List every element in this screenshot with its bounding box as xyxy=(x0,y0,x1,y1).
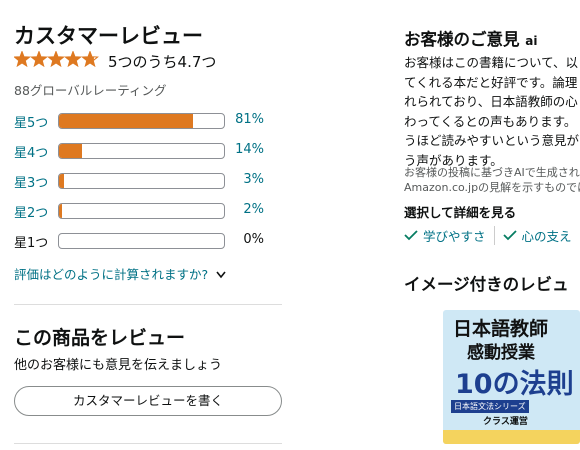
chip[interactable]: 心の支え xyxy=(502,226,580,245)
book-text: 10の法則 xyxy=(455,369,574,400)
percent-label: 14% xyxy=(235,142,264,157)
write-review-title: この商品をレビュー xyxy=(14,327,186,349)
summary-line: わってくるとの声もあります。 xyxy=(404,113,577,129)
opinions-title-text: お客様のご意見 xyxy=(404,30,520,49)
check-icon xyxy=(502,230,517,241)
star-rating xyxy=(14,51,99,68)
bar-track xyxy=(58,143,225,159)
summary-line: てくれる本だと好評です。論理 xyxy=(404,74,578,90)
book-text: 感動授業 xyxy=(467,343,535,363)
summary-line: お客様はこの書籍について、以 xyxy=(404,55,579,70)
chip-row: 学びやすさ 心の支え xyxy=(404,226,580,245)
rating-text: 5つのうち4.7つ xyxy=(108,53,217,71)
percent-label: 0% xyxy=(243,232,264,247)
percent-label: 3% xyxy=(243,172,264,187)
note-line: お客様の投稿に基づきAIで生成された xyxy=(404,166,580,179)
opinion-summary: お客様はこの書籍について、以 てくれる本だと好評です。論理 れられており、日本語教師… xyxy=(404,53,580,170)
star-fill xyxy=(14,51,94,66)
global-ratings: 88グローバルレーティング xyxy=(14,83,167,98)
chip[interactable]: 学びやすさ xyxy=(404,226,495,245)
bar-track xyxy=(58,233,225,249)
ai-badge: ai xyxy=(525,34,538,48)
link-text[interactable]: 評価はどのように計算されますか? xyxy=(14,267,209,282)
bar-fill xyxy=(59,174,64,188)
opinions-title: お客様のご意見 ai xyxy=(404,26,537,50)
ai-note: お客様の投稿に基づきAIで生成された Amazon.co.jpの見解を示すものでは xyxy=(404,165,580,195)
bar-fill xyxy=(59,204,63,218)
book-cover: 日本語教師 感動授業 10の法則 日本語文法シリーズ クラス運営 xyxy=(443,310,580,444)
divider xyxy=(14,443,282,444)
book-text: 日本語教師 xyxy=(453,318,549,340)
bar-track xyxy=(58,203,225,219)
check xyxy=(404,230,418,241)
book-text: 日本語文法シリーズ xyxy=(451,400,529,413)
book-band xyxy=(443,430,580,444)
divider xyxy=(14,304,282,305)
chip-text: 心の支え xyxy=(521,229,572,244)
summary-line: れられており、日本語教師の心 xyxy=(404,94,578,109)
select-label: 選択して詳細を見る xyxy=(404,205,517,220)
rating-label: 星5つ xyxy=(14,116,49,131)
rating-label: 星1つ xyxy=(14,236,49,251)
bar-fill xyxy=(59,114,193,128)
percent-label: 81% xyxy=(235,112,264,127)
how-calculated-link[interactable]: 評価はどのように計算されますか? xyxy=(14,264,226,283)
summary-line: う声があります。 xyxy=(404,152,503,168)
rating-label: 星3つ xyxy=(14,176,49,191)
check xyxy=(502,230,517,241)
chevron xyxy=(216,271,226,279)
note-line: Amazon.co.jpの見解を示すものでは xyxy=(404,181,580,194)
check-icon xyxy=(404,230,418,241)
book-text: クラス運営 xyxy=(483,417,528,427)
image-reviews-title: イメージ付きのレビュ xyxy=(404,275,569,294)
bar-track xyxy=(58,173,225,189)
bar-track xyxy=(58,113,225,129)
chip-text: 学びやすさ xyxy=(423,229,486,244)
rating-label: 星4つ xyxy=(14,146,49,161)
reviews-title: カスタマーレビュー xyxy=(14,24,203,48)
bar-fill xyxy=(59,144,83,158)
write-review-subtitle: 他のお客様にも意見を伝えましょう xyxy=(14,358,223,373)
write-review-button[interactable]: カスタマーレビューを書く xyxy=(14,386,282,416)
rating-label: 星2つ xyxy=(14,206,49,221)
summary-line: うほど読みやすいという意見が xyxy=(404,133,580,148)
percent-label: 2% xyxy=(243,202,264,217)
